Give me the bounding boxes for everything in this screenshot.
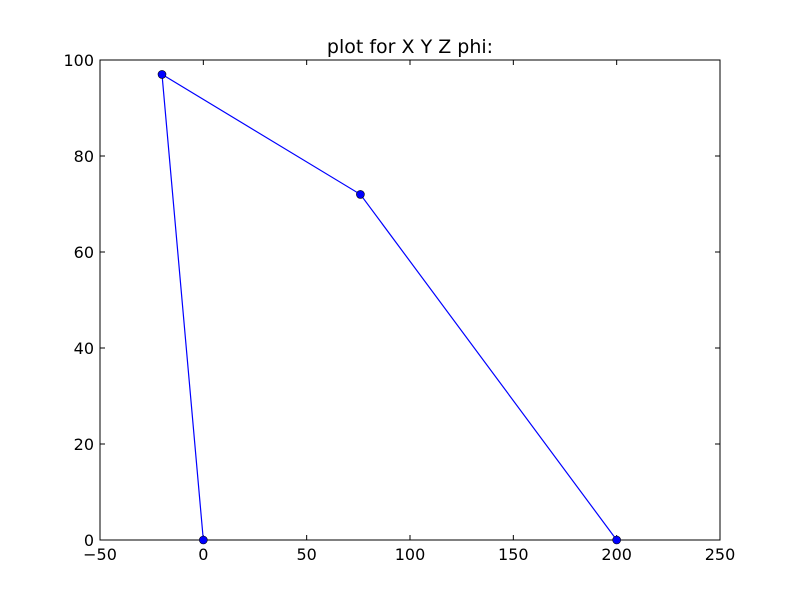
y-tick-label: 20 (74, 435, 94, 454)
y-tick-label: 40 (74, 339, 94, 358)
x-tick-label: 150 (498, 545, 529, 564)
data-point (612, 535, 621, 545)
data-point (356, 190, 365, 199)
plot-frame (99, 59, 721, 541)
x-tick-label: 250 (705, 545, 736, 564)
y-tick-label: 60 (74, 243, 94, 262)
x-tick-label: −50 (83, 545, 117, 564)
x-tick-label: 50 (296, 545, 316, 564)
chart-title: plot for X Y Z phi: (327, 36, 493, 58)
x-tick-label: 100 (395, 545, 426, 564)
series-line (161, 73, 618, 541)
y-tick-label: 0 (84, 531, 94, 550)
data-point (157, 70, 167, 79)
data-point (199, 535, 208, 545)
x-tick-label: 200 (601, 545, 632, 564)
y-tick-label: 80 (74, 147, 94, 166)
y-tick-label: 100 (63, 51, 94, 70)
x-tick-label: 0 (198, 545, 208, 564)
